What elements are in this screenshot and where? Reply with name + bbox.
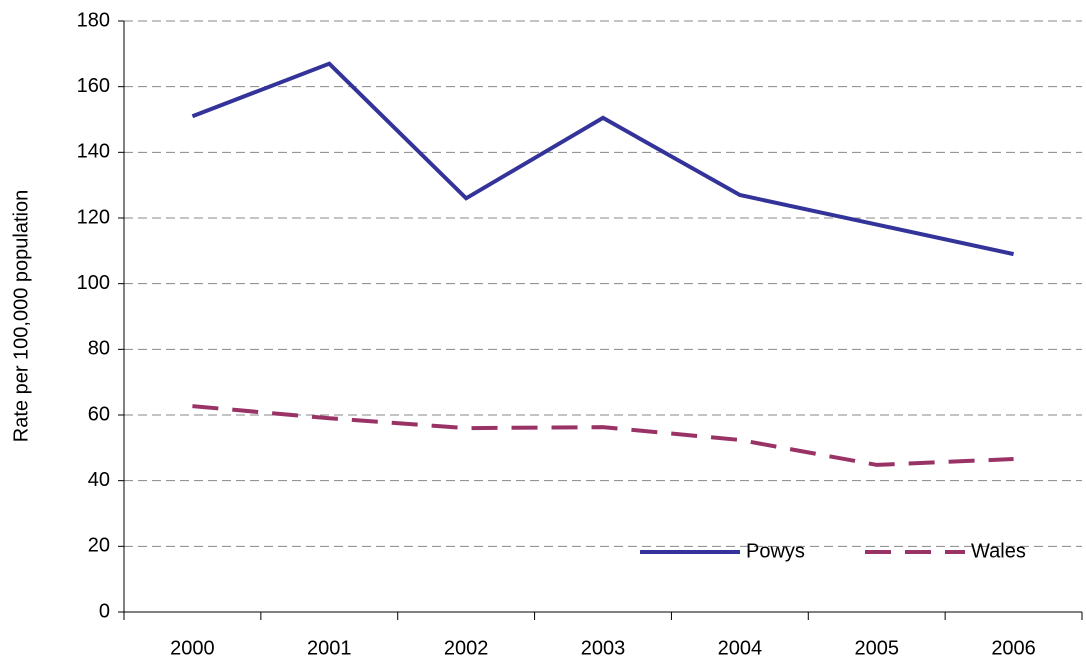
y-tick-label: 120	[77, 206, 110, 228]
y-tick-label: 0	[99, 600, 110, 622]
series-line	[191, 61, 1014, 257]
x-tick-label: 2005	[854, 637, 899, 659]
y-tick-label: 20	[88, 535, 110, 557]
y-tick-label: 80	[88, 338, 110, 360]
x-tick-label: 2003	[581, 637, 626, 659]
y-tick-label: 160	[77, 75, 110, 97]
series-line	[192, 404, 1014, 467]
legend-label: Powys	[746, 540, 805, 562]
x-tick-label: 2001	[307, 637, 352, 659]
legend-label: Wales	[971, 540, 1026, 562]
x-tick-label: 2004	[718, 637, 763, 659]
y-tick-label: 140	[77, 141, 110, 163]
x-tick-label: 2000	[170, 637, 215, 659]
x-tick-label: 2002	[444, 637, 489, 659]
y-axis-label: Rate per 100,000 population	[10, 190, 32, 442]
y-tick-label: 60	[88, 403, 110, 425]
y-tick-label: 100	[77, 272, 110, 294]
y-tick-label: 180	[77, 9, 110, 31]
x-tick-label: 2006	[991, 637, 1036, 659]
y-tick-label: 40	[88, 469, 110, 491]
